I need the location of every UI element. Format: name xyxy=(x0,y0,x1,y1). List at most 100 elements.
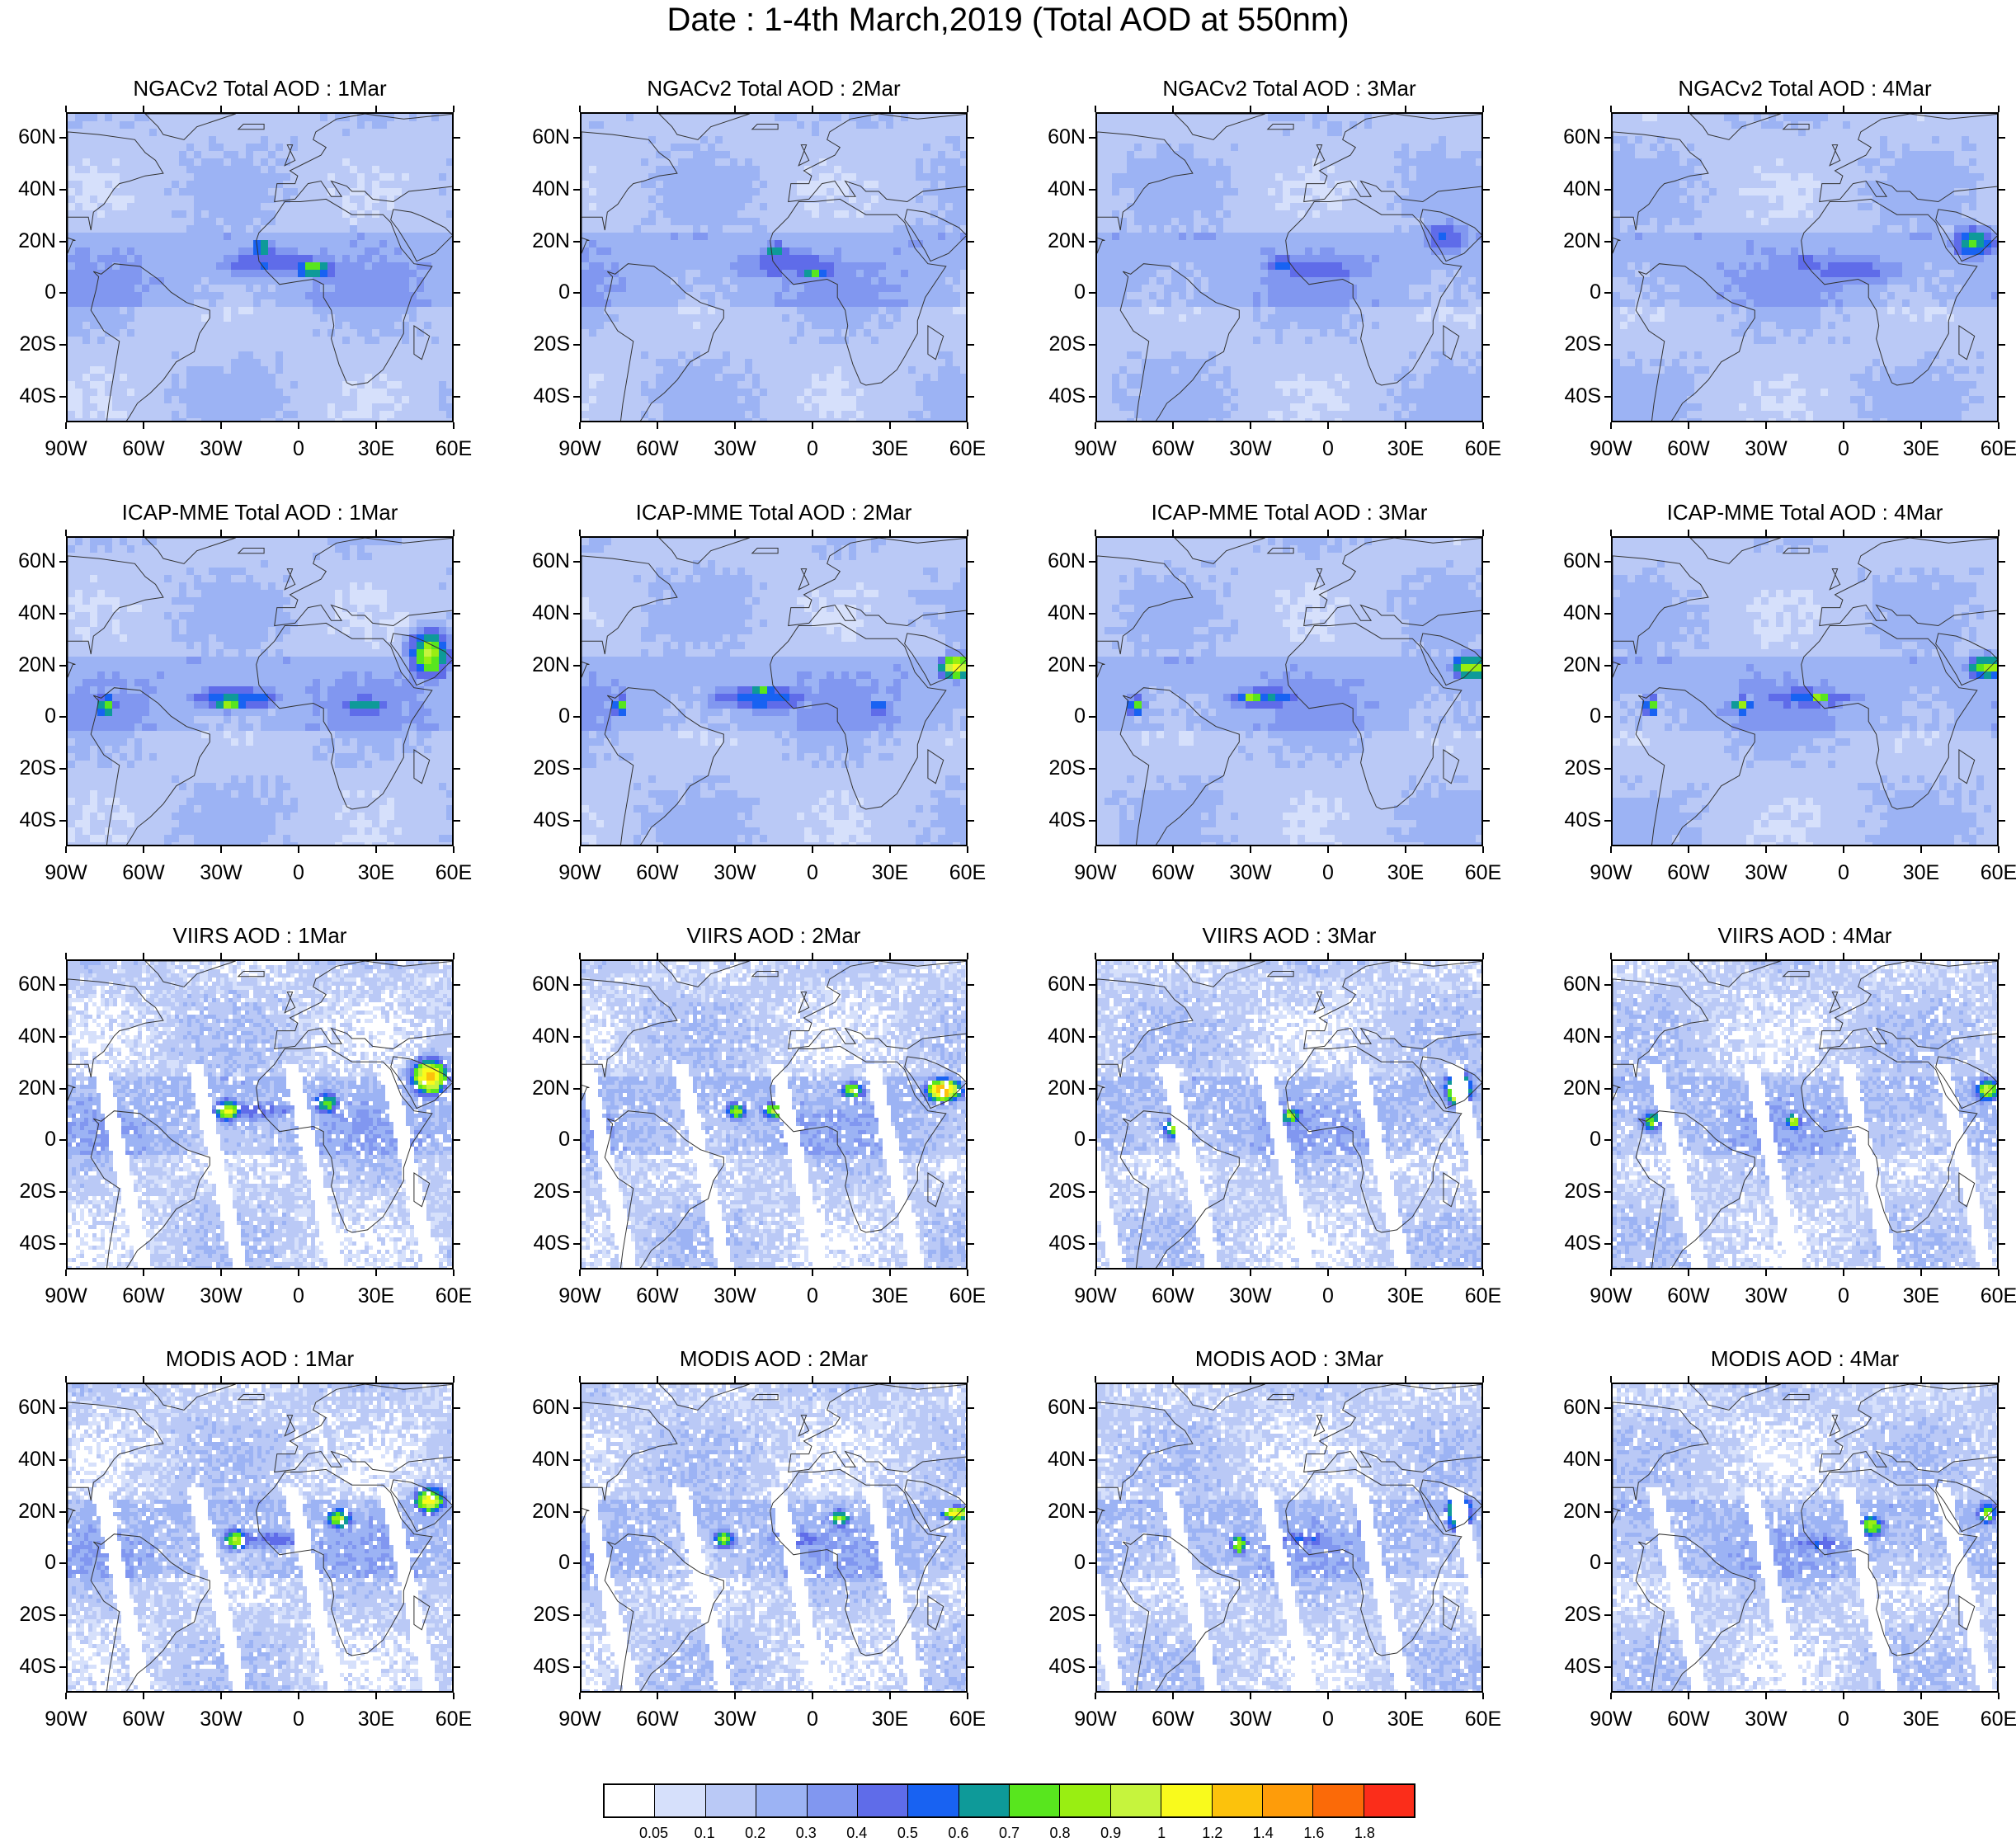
lat-tick xyxy=(454,665,460,667)
lat-tick xyxy=(59,1088,66,1090)
lon-label: 60W xyxy=(624,1284,690,1308)
lat-tick xyxy=(968,820,974,822)
lat-tick xyxy=(1483,820,1490,822)
lon-label: 60E xyxy=(421,861,487,885)
lon-tick xyxy=(889,1376,891,1383)
lon-tick xyxy=(1688,530,1689,536)
lon-tick xyxy=(1765,846,1767,853)
lat-tick xyxy=(59,241,66,243)
lat-tick xyxy=(1089,1407,1095,1409)
lon-tick xyxy=(967,846,968,853)
lat-tick xyxy=(1604,768,1611,770)
lat-label: 0 xyxy=(1036,1128,1086,1152)
lat-tick xyxy=(454,189,460,191)
aod-field xyxy=(1097,1384,1483,1693)
lat-tick xyxy=(1999,1407,2005,1409)
lon-label: 60W xyxy=(1656,437,1722,461)
lat-label: 40S xyxy=(520,808,570,832)
lon-label: 30E xyxy=(857,861,923,885)
lon-label: 30W xyxy=(1733,437,1799,461)
lon-tick xyxy=(1172,1270,1174,1276)
lon-label: 0 xyxy=(1295,861,1361,885)
lon-tick xyxy=(1765,1693,1767,1699)
lat-tick xyxy=(1604,241,1611,243)
lat-label: 60N xyxy=(520,125,570,149)
lon-label: 30W xyxy=(188,1708,254,1731)
lon-tick xyxy=(220,1270,222,1276)
lon-tick xyxy=(1482,106,1484,112)
lat-label: 40N xyxy=(1552,177,1601,201)
lat-label: 20S xyxy=(1036,332,1086,356)
lon-tick xyxy=(967,1270,968,1276)
lon-tick xyxy=(734,1376,736,1383)
lon-tick xyxy=(889,422,891,429)
lon-label: 0 xyxy=(1811,1708,1877,1731)
lat-tick xyxy=(1604,1088,1611,1090)
colorbar-label: 0.1 xyxy=(680,1825,729,1842)
aod-map-modis-4 xyxy=(1611,1383,1999,1693)
lon-label: 90W xyxy=(547,861,613,885)
lon-tick xyxy=(65,1376,67,1383)
colorbar-box xyxy=(655,1785,705,1816)
lon-tick xyxy=(375,1376,377,1383)
lat-tick xyxy=(1999,1666,2005,1668)
lon-tick xyxy=(734,846,736,853)
lat-tick xyxy=(573,1191,580,1193)
lat-tick xyxy=(1483,1139,1490,1141)
aod-cells xyxy=(1097,114,1483,422)
lat-tick xyxy=(1089,984,1095,986)
lon-tick xyxy=(1172,953,1174,959)
lon-tick xyxy=(1172,1376,1174,1383)
lon-tick xyxy=(1095,1376,1096,1383)
aod-cells xyxy=(68,114,454,422)
lon-tick xyxy=(1610,953,1612,959)
lon-tick xyxy=(1843,953,1844,959)
lon-tick xyxy=(1405,846,1406,853)
lat-tick xyxy=(59,344,66,346)
lat-tick xyxy=(573,1407,580,1409)
lat-tick xyxy=(1604,716,1611,718)
aod-field xyxy=(582,114,968,422)
lon-tick xyxy=(220,530,222,536)
lat-tick xyxy=(59,1614,66,1616)
aod-map-ngacv2-2 xyxy=(580,112,968,422)
lat-tick xyxy=(968,189,974,191)
lon-tick xyxy=(579,953,581,959)
lat-tick xyxy=(1483,1614,1490,1616)
lat-label: 20N xyxy=(7,653,56,677)
lon-tick xyxy=(889,953,891,959)
lat-tick xyxy=(454,716,460,718)
panel-title: NGACv2 Total AOD : 2Mar xyxy=(580,76,968,101)
lon-tick xyxy=(1250,530,1251,536)
lon-tick xyxy=(298,422,299,429)
aod-field xyxy=(68,1384,454,1693)
lat-tick xyxy=(59,1459,66,1461)
lat-tick xyxy=(1089,1666,1095,1668)
aod-field xyxy=(68,538,454,846)
lon-tick xyxy=(1843,106,1844,112)
colorbar-label: 0.9 xyxy=(1086,1825,1136,1842)
panel-title: ICAP-MME Total AOD : 1Mar xyxy=(66,500,454,525)
lat-tick xyxy=(59,1191,66,1193)
lat-label: 40N xyxy=(7,601,56,625)
lat-tick xyxy=(1089,1511,1095,1513)
lat-tick xyxy=(59,561,66,563)
lon-tick xyxy=(220,846,222,853)
lat-tick xyxy=(1483,1511,1490,1513)
lat-label: 0 xyxy=(1552,1551,1601,1575)
lat-label: 40N xyxy=(1036,601,1086,625)
lon-label: 60W xyxy=(1140,861,1206,885)
lon-tick xyxy=(734,953,736,959)
lon-label: 30E xyxy=(1373,437,1439,461)
lon-label: 30E xyxy=(343,1708,409,1731)
lon-tick xyxy=(1688,422,1689,429)
aod-cells xyxy=(68,961,454,1270)
lon-label: 90W xyxy=(33,1284,99,1308)
lon-tick xyxy=(1250,1376,1251,1383)
lat-label: 60N xyxy=(1036,1396,1086,1420)
lon-tick xyxy=(65,106,67,112)
lat-tick xyxy=(1999,1036,2005,1038)
lat-label: 40S xyxy=(7,808,56,832)
aod-cells xyxy=(68,1384,454,1693)
aod-map-viirs-3 xyxy=(1095,959,1483,1270)
